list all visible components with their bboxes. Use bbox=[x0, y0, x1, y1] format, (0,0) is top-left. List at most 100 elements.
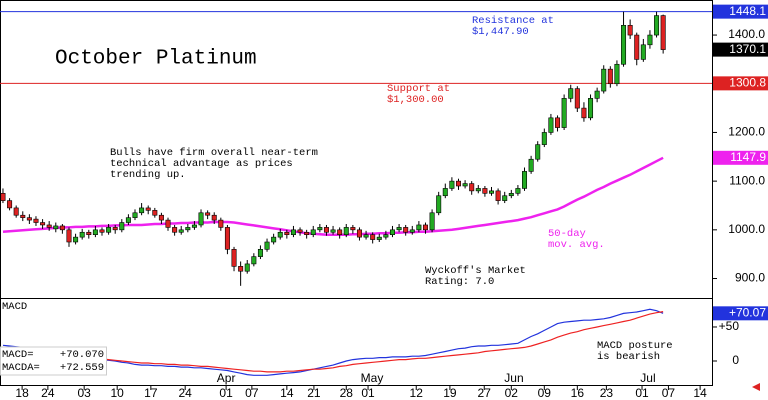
candle-body bbox=[198, 212, 204, 226]
readout-box bbox=[0, 346, 107, 376]
candle-body bbox=[337, 229, 343, 235]
candle-body bbox=[40, 222, 46, 226]
candle-body bbox=[284, 231, 290, 235]
candle-body bbox=[389, 229, 395, 235]
candle-body bbox=[20, 214, 26, 218]
candle-body bbox=[489, 190, 495, 194]
candle-body bbox=[350, 227, 356, 231]
candle-body bbox=[231, 249, 237, 267]
macd-tag bbox=[713, 306, 768, 321]
candle-body bbox=[139, 207, 145, 214]
candle-body bbox=[588, 98, 594, 119]
candle-body bbox=[621, 25, 627, 65]
readout-value: +70.070 bbox=[60, 349, 104, 361]
candle-body bbox=[251, 256, 257, 265]
candle-body bbox=[647, 34, 653, 46]
x-tick-label: 28 bbox=[340, 386, 354, 400]
candle-body bbox=[370, 234, 376, 240]
annotation: trending up. bbox=[110, 169, 186, 181]
candle-body bbox=[79, 231, 85, 238]
macd-y-tick-label: 0 bbox=[732, 353, 739, 367]
macd-note: MACD posture bbox=[597, 340, 673, 352]
candle-body bbox=[152, 210, 158, 216]
x-tick-label: 21 bbox=[307, 386, 321, 400]
candle-body bbox=[469, 183, 475, 192]
candle-body bbox=[132, 212, 138, 218]
candle-body bbox=[535, 144, 541, 160]
resistance-note: $1,447.90 bbox=[472, 26, 529, 38]
x-tick-label: 01 bbox=[635, 386, 649, 400]
candle-body bbox=[495, 190, 501, 201]
candle-body bbox=[455, 180, 461, 187]
candle-body bbox=[119, 222, 125, 231]
x-tick-label: 10 bbox=[111, 386, 125, 400]
candle-body bbox=[409, 229, 415, 233]
month-label: Apr bbox=[217, 371, 236, 385]
candle-body bbox=[73, 236, 79, 243]
candle-body bbox=[502, 195, 508, 201]
candle-body bbox=[66, 229, 72, 243]
candle-body bbox=[515, 188, 521, 194]
macd-note: is bearish bbox=[597, 351, 660, 363]
candle-body bbox=[482, 188, 488, 194]
resistance-tag bbox=[713, 4, 768, 19]
candle-body bbox=[323, 227, 329, 233]
x-tick-label: 14 bbox=[693, 386, 707, 400]
candle-body bbox=[429, 212, 435, 231]
candle-body bbox=[86, 231, 92, 235]
x-tick-label: 18 bbox=[15, 386, 29, 400]
candle-body bbox=[158, 214, 164, 221]
support-tag-label: 1300.8 bbox=[729, 76, 766, 90]
annotation: Rating: 7.0 bbox=[425, 276, 494, 288]
candle-body bbox=[205, 212, 211, 216]
x-tick-label: 12 bbox=[410, 386, 424, 400]
ma-tag bbox=[713, 150, 768, 165]
annotation: technical advantage as prices bbox=[110, 158, 293, 170]
support-note: Support at bbox=[387, 83, 450, 95]
readout-name: MACDA= bbox=[2, 362, 40, 374]
x-tick-label: 24 bbox=[178, 386, 192, 400]
macd-y-tick-label: +50 bbox=[719, 319, 740, 333]
candle-body bbox=[290, 229, 296, 235]
candle-body bbox=[594, 90, 600, 99]
candle-body bbox=[191, 224, 197, 228]
candle-body bbox=[310, 229, 316, 235]
candle-body bbox=[422, 224, 428, 231]
ma-note: mov. avg. bbox=[548, 239, 605, 251]
x-tick-label: 07 bbox=[245, 386, 259, 400]
candle-body bbox=[343, 227, 349, 235]
x-tick-label: 01 bbox=[219, 386, 233, 400]
macd-panel bbox=[0, 298, 713, 386]
macd-line bbox=[2, 311, 664, 373]
y-tick-label: 1400.0 bbox=[728, 27, 765, 41]
candle-body bbox=[257, 249, 263, 257]
support-tag bbox=[713, 76, 768, 91]
candle-body bbox=[654, 15, 660, 36]
candle-body bbox=[442, 188, 448, 197]
candle-body bbox=[238, 266, 244, 272]
y-tick-label: 1200.0 bbox=[728, 125, 765, 139]
candle-body bbox=[304, 231, 310, 235]
candle-body bbox=[7, 200, 13, 209]
candle-body bbox=[224, 227, 230, 250]
candle-body bbox=[449, 180, 455, 189]
resistance-note: Resistance at bbox=[472, 15, 554, 27]
candle-body bbox=[185, 227, 191, 231]
x-tick-label: 07 bbox=[662, 386, 676, 400]
macd-line bbox=[2, 308, 664, 376]
candle-body bbox=[99, 229, 105, 233]
scroll-arrow bbox=[752, 383, 760, 391]
candle-body bbox=[541, 132, 547, 145]
candle-body bbox=[396, 227, 402, 231]
y-tick-label: 1100.0 bbox=[729, 173, 765, 187]
candle-body bbox=[330, 229, 336, 233]
x-tick-label: 14 bbox=[280, 386, 294, 400]
candle-body bbox=[317, 227, 323, 231]
candle-body bbox=[277, 231, 283, 238]
candle-body bbox=[436, 195, 442, 214]
candle-body bbox=[607, 68, 613, 85]
candle-body bbox=[634, 34, 640, 60]
candle-body bbox=[614, 63, 620, 85]
